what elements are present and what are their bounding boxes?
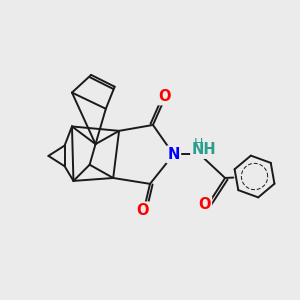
Text: N: N — [167, 147, 180, 162]
Text: NH: NH — [192, 142, 216, 158]
Text: O: O — [198, 197, 211, 212]
Text: H: H — [193, 137, 203, 150]
Text: O: O — [158, 89, 171, 104]
Text: O: O — [136, 203, 149, 218]
